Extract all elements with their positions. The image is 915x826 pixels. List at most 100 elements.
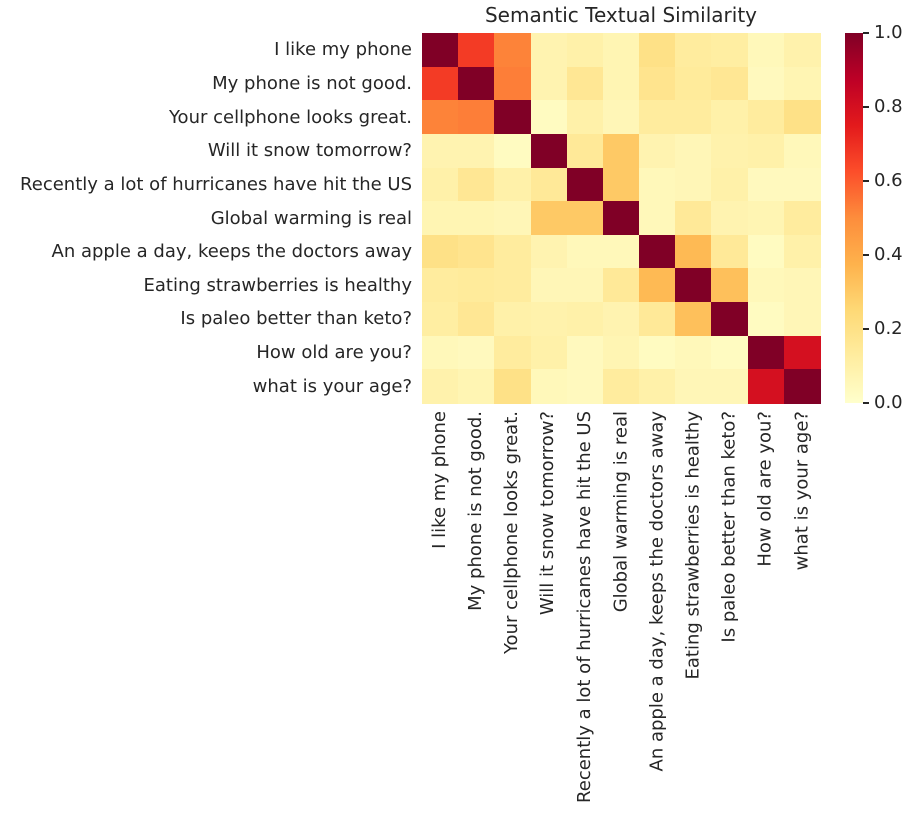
heatmap-cell xyxy=(783,335,821,370)
heatmap-cell xyxy=(711,66,749,101)
heatmap-cell xyxy=(602,167,640,202)
heatmap-cell xyxy=(747,33,785,68)
heatmap-cell xyxy=(530,33,568,68)
heatmap-cell xyxy=(639,234,676,270)
heatmap-cell xyxy=(530,268,568,303)
heatmap-cell xyxy=(639,201,676,236)
heatmap-cell xyxy=(494,201,532,236)
heatmap-cell xyxy=(747,268,785,303)
heatmap-cell xyxy=(458,302,495,337)
heatmap-cell xyxy=(675,234,713,270)
heatmap-cell xyxy=(675,66,713,101)
heatmap-cell xyxy=(422,100,459,135)
heatmap-cell xyxy=(747,100,785,135)
heatmap-cell xyxy=(602,133,640,169)
heatmap-cell xyxy=(602,234,640,270)
heatmap-cell xyxy=(566,268,604,303)
heatmap-cell xyxy=(602,33,640,68)
heatmap-cell xyxy=(494,234,532,270)
x-tick-label: Recently a lot of hurricanes have hit th… xyxy=(573,411,595,803)
y-tick-label: I like my phone xyxy=(274,39,412,61)
x-tick-label: Is paleo better than keto? xyxy=(718,411,740,643)
heatmap-cell xyxy=(422,201,459,236)
heatmap-cell xyxy=(422,234,459,270)
heatmap-cell xyxy=(675,201,713,236)
heatmap-cell xyxy=(602,268,640,303)
y-tick-label: Global warming is real xyxy=(210,207,412,229)
heatmap-cell xyxy=(602,369,640,404)
heatmap-cell xyxy=(747,201,785,236)
heatmap-cell xyxy=(747,167,785,202)
x-tick-label: Eating strawberries is healthy xyxy=(682,411,704,680)
heatmap-cell xyxy=(639,302,676,337)
heatmap-cell xyxy=(783,167,821,202)
heatmap-cell xyxy=(458,167,495,202)
heatmap-cell xyxy=(639,133,676,169)
heatmap-cell xyxy=(530,133,568,169)
heatmap-cell xyxy=(422,66,459,101)
heatmap-cell xyxy=(783,33,821,68)
heatmap-cell xyxy=(530,335,568,370)
heatmap-cell xyxy=(602,66,640,101)
heatmap-cell xyxy=(711,167,749,202)
heatmap-cell xyxy=(422,133,459,169)
y-tick-label: what is your age? xyxy=(252,375,412,397)
colorbar-tick-mark xyxy=(863,32,869,34)
heatmap-cell xyxy=(566,100,604,135)
heatmap-cell xyxy=(711,369,749,404)
heatmap-cell xyxy=(566,302,604,337)
colorbar xyxy=(845,33,863,403)
heatmap-cell xyxy=(494,66,532,101)
heatmap-cell xyxy=(711,100,749,135)
heatmap-cell xyxy=(639,369,676,404)
colorbar-tick-label: 0.6 xyxy=(874,170,903,191)
heatmap-cell xyxy=(639,335,676,370)
chart-title: Semantic Textual Similarity xyxy=(484,3,758,27)
y-tick-label: How old are you? xyxy=(256,342,412,364)
heatmap-cell xyxy=(494,100,532,135)
heatmap-cell xyxy=(494,167,532,202)
heatmap-cell xyxy=(711,133,749,169)
colorbar-tick-label: 0.4 xyxy=(874,244,903,265)
colorbar-tick-mark xyxy=(863,402,869,404)
heatmap-cell xyxy=(675,100,713,135)
heatmap-cell xyxy=(422,268,459,303)
heatmap-cell xyxy=(566,335,604,370)
colorbar-tick-label: 0.8 xyxy=(874,96,903,117)
heatmap-cell xyxy=(458,335,495,370)
heatmap-cell xyxy=(566,234,604,270)
heatmap-cell xyxy=(747,234,785,270)
heatmap-cell xyxy=(458,100,495,135)
heatmap-cell xyxy=(458,66,495,101)
heatmap-cell xyxy=(530,234,568,270)
heatmap-cell xyxy=(711,302,749,337)
x-tick-label: How old are you? xyxy=(754,411,776,567)
heatmap-cell xyxy=(422,335,459,370)
heatmap-cell xyxy=(494,133,532,169)
heatmap-cell xyxy=(675,133,713,169)
heatmap-cell xyxy=(494,268,532,303)
heatmap-cell xyxy=(530,66,568,101)
heatmap-cell xyxy=(530,167,568,202)
heatmap-cell xyxy=(458,201,495,236)
heatmap-cell xyxy=(566,33,604,68)
heatmap-cell xyxy=(711,234,749,270)
heatmap-cell xyxy=(783,100,821,135)
heatmap-cell xyxy=(675,167,713,202)
heatmap-cell xyxy=(711,268,749,303)
heatmap-cell xyxy=(422,302,459,337)
heatmap-cell xyxy=(639,167,676,202)
heatmap-cell xyxy=(783,133,821,169)
heatmap-cell xyxy=(747,369,785,404)
heatmap-cell xyxy=(783,268,821,303)
y-tick-label: Will it snow tomorrow? xyxy=(207,140,412,162)
heatmap-cell xyxy=(458,268,495,303)
heatmap-cell xyxy=(675,335,713,370)
y-tick-label: Eating strawberries is healthy xyxy=(143,274,413,296)
heatmap-cell xyxy=(711,335,749,370)
heatmap-cell xyxy=(602,335,640,370)
heatmap-cell xyxy=(639,66,676,101)
colorbar-tick-mark xyxy=(863,106,869,108)
y-tick-label: My phone is not good. xyxy=(212,72,412,94)
